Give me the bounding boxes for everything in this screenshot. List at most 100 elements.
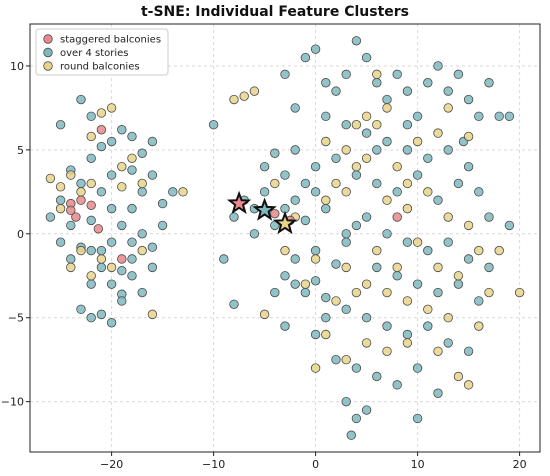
data-point bbox=[402, 145, 413, 155]
data-point bbox=[66, 170, 76, 180]
data-point bbox=[229, 212, 239, 222]
data-point bbox=[106, 237, 117, 247]
data-point bbox=[280, 271, 290, 281]
data-point bbox=[361, 405, 372, 415]
data-point bbox=[229, 94, 239, 105]
data-point bbox=[474, 111, 484, 122]
data-point bbox=[423, 78, 433, 88]
data-point bbox=[208, 120, 219, 130]
data-point bbox=[412, 170, 423, 180]
star-marker bbox=[272, 210, 298, 235]
data-point bbox=[341, 396, 351, 407]
star-marker bbox=[226, 190, 252, 214]
y-tick-label: −10 bbox=[1, 396, 24, 409]
y-tick-label: 10 bbox=[10, 60, 24, 73]
legend-marker bbox=[43, 61, 53, 71]
data-point bbox=[433, 388, 443, 398]
data-point bbox=[137, 287, 147, 298]
data-point bbox=[55, 237, 66, 247]
data-point bbox=[137, 178, 147, 189]
data-point bbox=[392, 161, 402, 172]
data-point bbox=[96, 108, 107, 118]
data-point bbox=[433, 346, 443, 356]
data-point bbox=[86, 200, 96, 210]
data-point bbox=[504, 111, 515, 122]
data-point bbox=[310, 161, 321, 172]
data-point bbox=[423, 245, 433, 256]
data-point bbox=[433, 195, 443, 205]
data-point bbox=[321, 329, 331, 340]
data-point bbox=[321, 111, 331, 122]
data-point bbox=[331, 178, 341, 189]
series-over-4-stories bbox=[45, 36, 515, 440]
data-point bbox=[341, 354, 351, 365]
data-point bbox=[127, 203, 137, 214]
data-point bbox=[443, 86, 453, 96]
data-point bbox=[361, 313, 372, 323]
data-point bbox=[372, 371, 382, 382]
data-point bbox=[76, 195, 86, 205]
data-point bbox=[106, 318, 117, 328]
data-point bbox=[443, 338, 453, 348]
legend-box bbox=[35, 28, 169, 76]
data-point bbox=[117, 125, 127, 135]
data-point bbox=[463, 380, 474, 390]
legend: staggered balconies over 4 stories round b… bbox=[35, 28, 169, 76]
data-point bbox=[157, 220, 168, 231]
data-point bbox=[484, 262, 494, 273]
data-point bbox=[259, 187, 270, 197]
data-point bbox=[86, 111, 96, 122]
data-point bbox=[463, 94, 474, 105]
data-point bbox=[423, 304, 433, 315]
data-point bbox=[453, 271, 464, 281]
data-point bbox=[433, 61, 443, 71]
data-point bbox=[93, 224, 104, 234]
data-point bbox=[351, 413, 362, 424]
data-point bbox=[137, 187, 147, 197]
data-point bbox=[117, 266, 127, 276]
data-point bbox=[127, 237, 137, 247]
data-point bbox=[331, 86, 341, 96]
data-point bbox=[412, 363, 423, 373]
data-point bbox=[331, 153, 341, 163]
data-point bbox=[86, 271, 96, 281]
data-point bbox=[127, 131, 137, 142]
data-point bbox=[484, 212, 494, 222]
data-point bbox=[412, 111, 423, 122]
data-point bbox=[392, 262, 402, 273]
data-point bbox=[341, 69, 351, 80]
data-point bbox=[86, 279, 96, 289]
data-point bbox=[382, 103, 392, 113]
data-point bbox=[361, 212, 372, 222]
legend-label: over 4 stories bbox=[60, 48, 129, 59]
data-point bbox=[300, 178, 311, 189]
data-point bbox=[280, 69, 290, 80]
data-point bbox=[372, 245, 382, 256]
data-point bbox=[147, 136, 158, 147]
data-point bbox=[341, 145, 351, 155]
data-point bbox=[259, 161, 270, 172]
data-point bbox=[168, 187, 178, 197]
data-point bbox=[249, 229, 260, 239]
data-point bbox=[310, 254, 321, 264]
data-point bbox=[45, 173, 56, 184]
data-point bbox=[66, 254, 76, 264]
data-point bbox=[341, 237, 351, 247]
data-point bbox=[392, 271, 402, 281]
series-round-balconies bbox=[45, 69, 525, 390]
data-point bbox=[484, 78, 494, 88]
data-point bbox=[137, 245, 147, 256]
data-point bbox=[117, 182, 127, 192]
data-point bbox=[96, 125, 107, 135]
data-point bbox=[453, 371, 464, 382]
data-point bbox=[71, 212, 81, 222]
data-point bbox=[310, 187, 321, 197]
data-point bbox=[372, 178, 382, 189]
data-point bbox=[412, 279, 423, 289]
data-point bbox=[86, 245, 96, 256]
data-point bbox=[280, 245, 290, 256]
data-point bbox=[463, 161, 474, 172]
data-point bbox=[372, 145, 382, 155]
data-point bbox=[382, 195, 392, 205]
